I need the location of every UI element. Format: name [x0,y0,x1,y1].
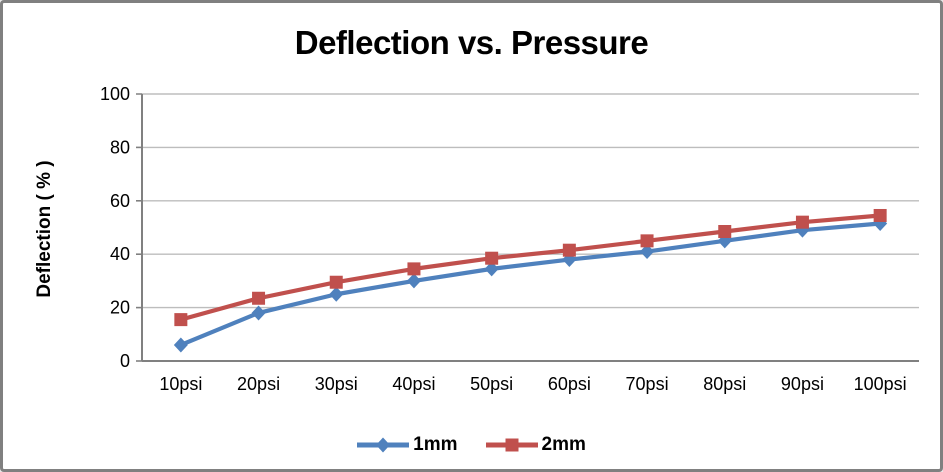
marker-diamond-1mm [329,286,344,302]
y-tick-label: 60 [110,191,130,211]
marker-diamond-1mm [251,305,266,321]
marker-square-2mm [640,234,654,248]
series-line-2mm [180,213,881,322]
x-tick-label: 10psi [159,374,202,394]
marker-diamond-1mm [562,252,577,268]
x-tick-label: 50psi [470,374,513,394]
marker-square-2mm [873,208,887,222]
marker-diamond-1mm [484,261,499,277]
y-tick-label: 20 [110,298,130,318]
marker-square-2mm [329,275,343,289]
marker-square-2mm [718,225,732,239]
legend-item-2mm: 2mm [485,434,586,456]
legend-item-1mm: 1mm [357,434,458,456]
marker-diamond-1mm [173,337,188,353]
marker-diamond-1mm [640,244,655,260]
y-tick-label: 80 [110,137,130,157]
marker-square-2mm [174,313,188,327]
y-tick-label: 0 [120,351,130,371]
legend-marker-square-icon [485,438,538,452]
marker-square-2mm [562,243,576,257]
marker-diamond-1mm [406,273,421,289]
legend-label: 1mm [413,434,458,455]
y-tick-label: 100 [100,84,130,104]
x-tick-label: 30psi [315,374,358,394]
chart-title: Deflection vs. Pressure [294,24,649,61]
x-tick-label: 20psi [237,374,280,394]
x-tick-label: 80psi [703,374,746,394]
marker-square-2mm [485,251,499,265]
marker-square-2mm [795,215,809,229]
x-tick-label: 40psi [392,374,435,394]
marker-square-2mm [252,291,266,305]
series-line-1mm [180,221,881,347]
legend: 1mm 2mm [3,434,940,456]
x-tick-label: 60psi [548,374,591,394]
y-tick-label: 40 [110,244,130,264]
x-tick-label: 90psi [781,374,824,394]
legend-marker-diamond-icon [357,437,410,453]
marker-square-2mm [407,262,421,276]
x-tick-label: 70psi [626,374,669,394]
legend-label: 2mm [541,434,586,455]
x-tick-label: 100psi [854,374,907,394]
plot-area: 0 20 40 60 80 100 10psi 20psi 30psi 40psi 50psi 60p… [100,84,919,394]
